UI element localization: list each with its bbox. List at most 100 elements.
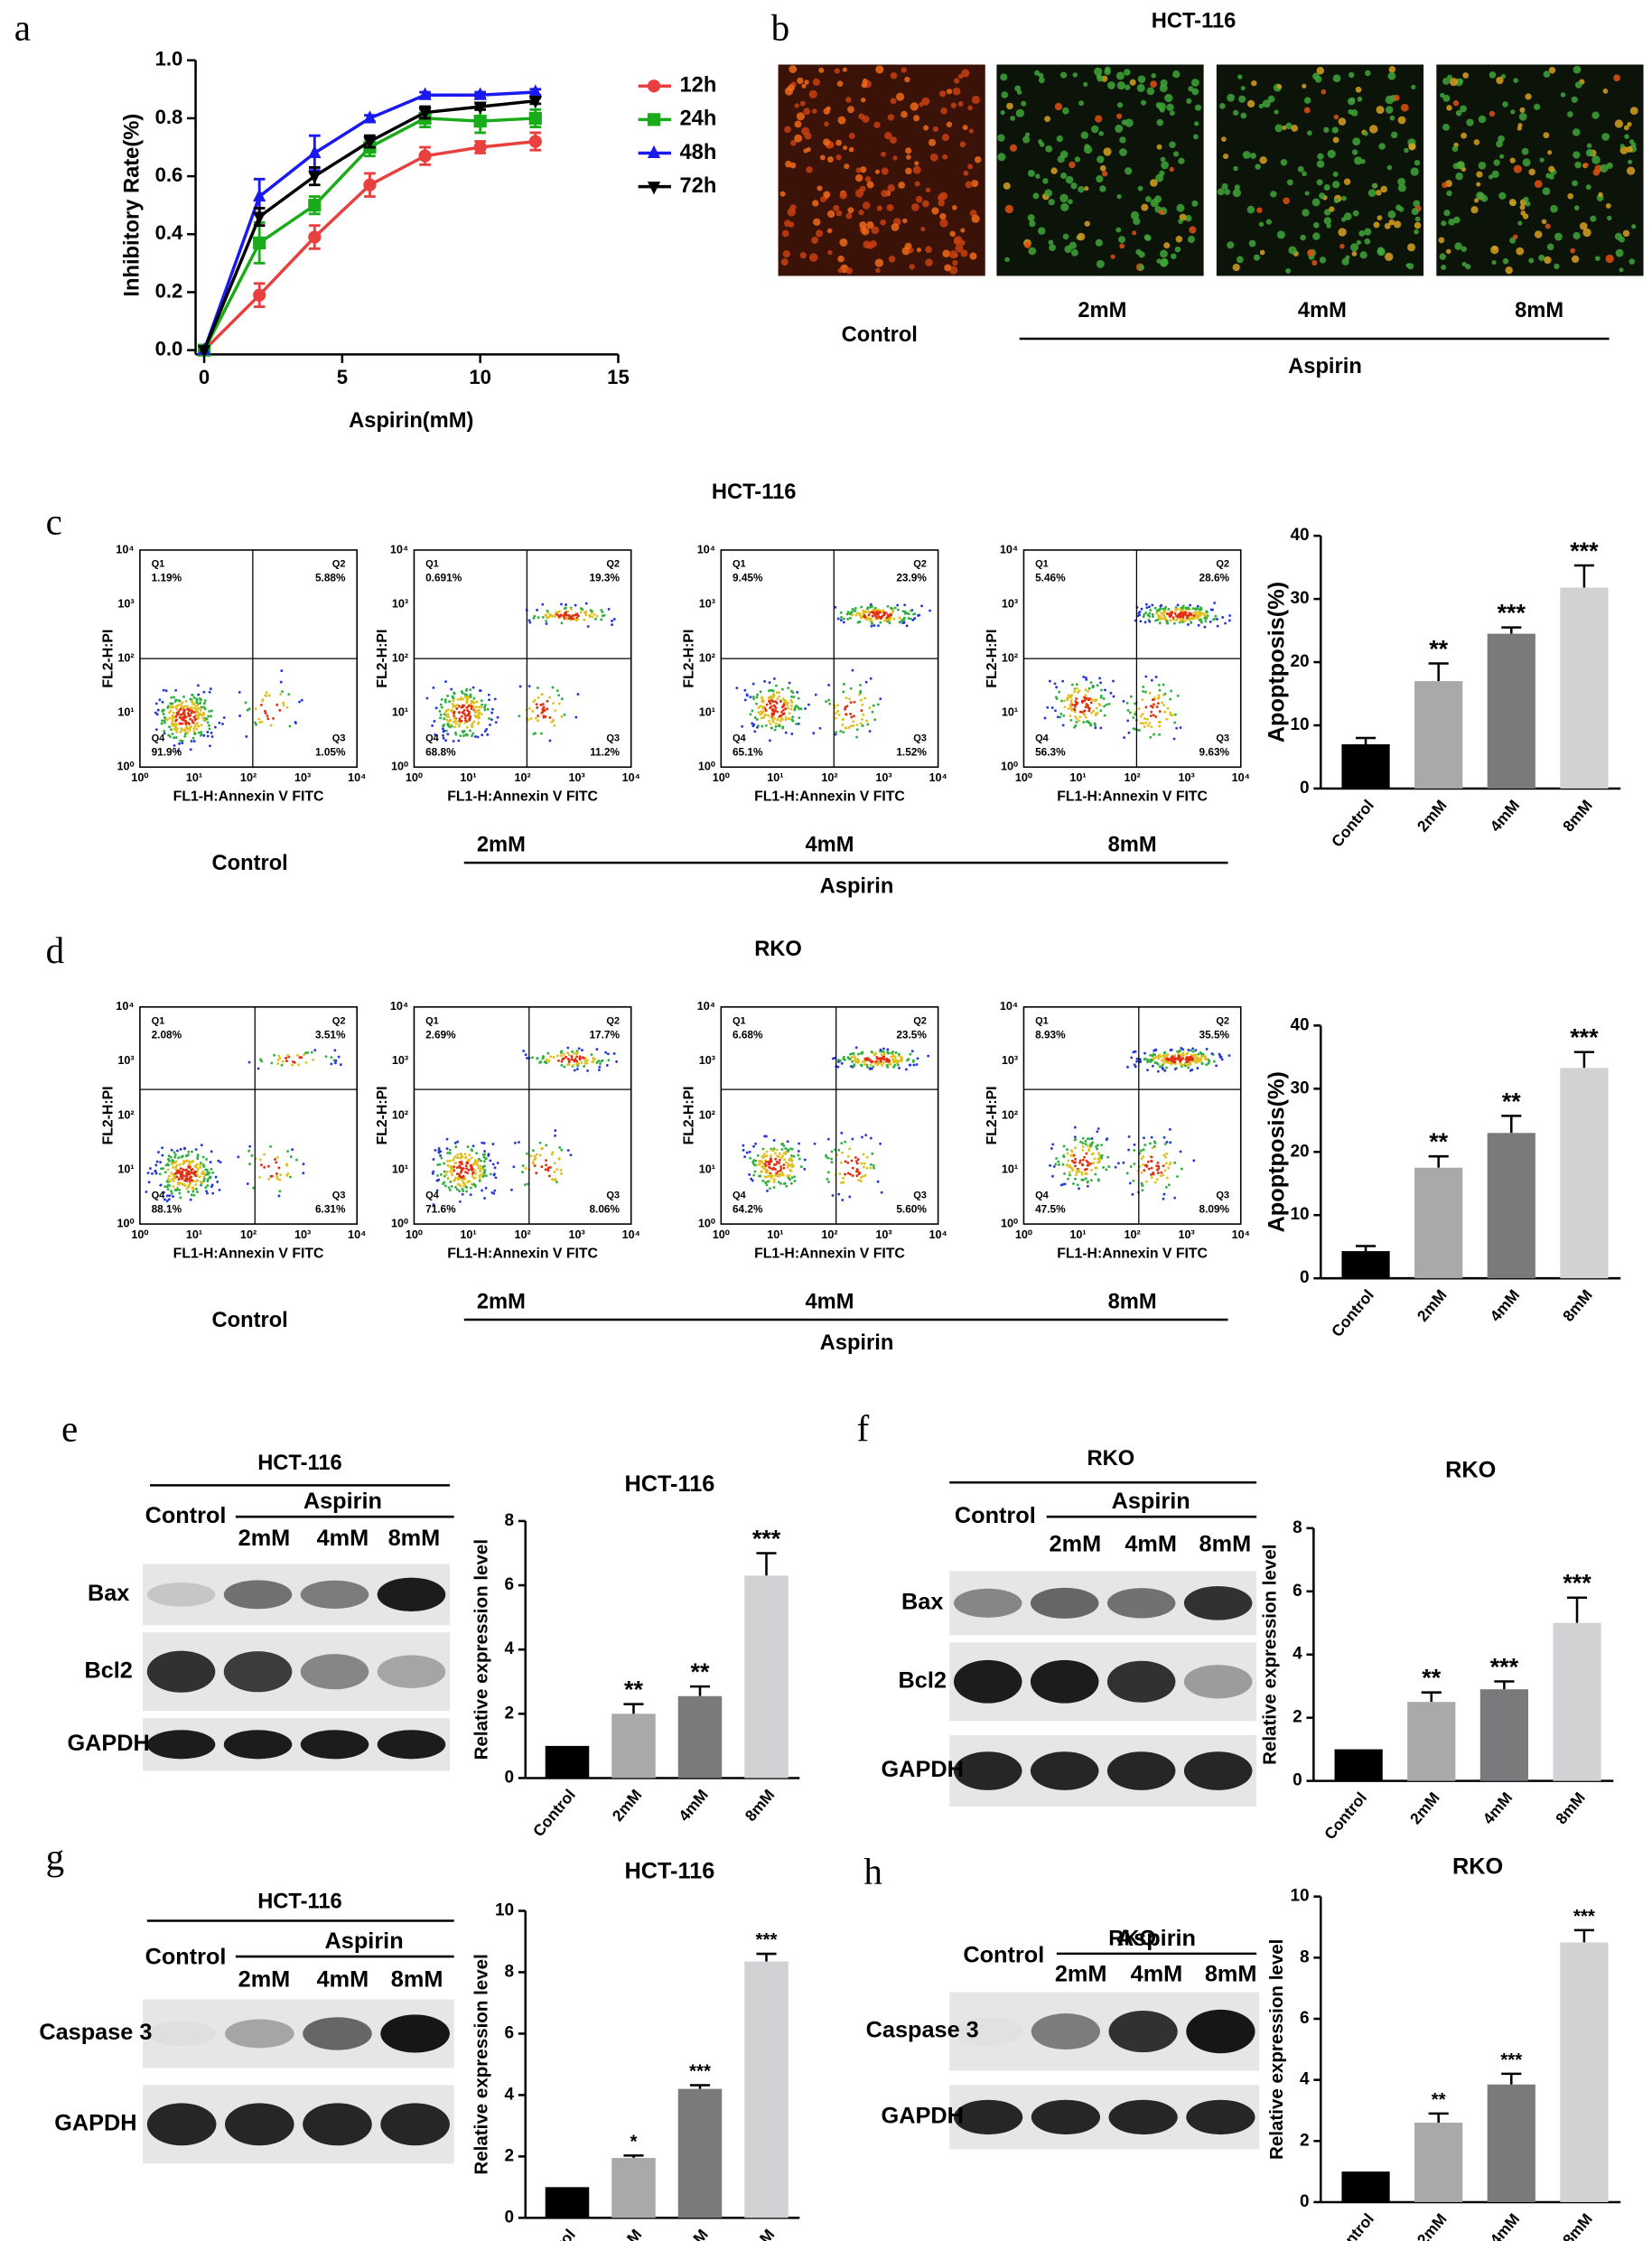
event — [446, 1163, 450, 1167]
event — [611, 623, 613, 627]
event — [1179, 611, 1182, 614]
event — [154, 711, 157, 714]
event — [280, 1063, 284, 1067]
cell — [1238, 95, 1246, 103]
event — [770, 726, 773, 730]
cell — [921, 97, 930, 106]
cell — [796, 112, 805, 121]
cell — [1458, 78, 1464, 84]
event — [174, 1189, 178, 1192]
cell — [948, 250, 957, 259]
event — [454, 720, 458, 723]
event — [1162, 1054, 1164, 1058]
cell — [925, 246, 932, 254]
event — [571, 1050, 574, 1053]
event — [275, 1177, 279, 1181]
cell — [860, 98, 866, 103]
y-tick-label: 0 — [1300, 1268, 1310, 1287]
cell — [1155, 102, 1162, 108]
event — [1156, 1161, 1160, 1164]
event — [1067, 1159, 1070, 1163]
event — [798, 716, 801, 720]
event — [1063, 1172, 1066, 1175]
event — [432, 1203, 435, 1207]
event — [1216, 618, 1218, 621]
event — [1171, 1060, 1174, 1062]
event — [1062, 714, 1066, 717]
event — [208, 690, 211, 694]
event — [1102, 1166, 1105, 1169]
event — [1138, 613, 1142, 617]
event — [162, 713, 165, 715]
event — [210, 1150, 213, 1153]
significance: *** — [1563, 1570, 1591, 1597]
marker — [473, 101, 487, 115]
event — [1203, 625, 1207, 629]
event — [543, 709, 546, 712]
event — [899, 616, 901, 620]
event — [477, 705, 481, 709]
event — [164, 717, 168, 721]
event — [279, 1173, 283, 1177]
bar — [1341, 743, 1390, 789]
event — [1155, 1178, 1159, 1181]
cell — [1465, 264, 1471, 270]
event — [845, 713, 848, 716]
event — [473, 1159, 477, 1162]
event — [553, 1170, 556, 1173]
event — [440, 1156, 443, 1160]
cell — [1178, 219, 1183, 224]
x-tick-label: 10² — [514, 1228, 530, 1241]
event — [199, 1163, 202, 1166]
event — [1056, 715, 1059, 719]
event — [1054, 709, 1057, 713]
event — [763, 1154, 767, 1158]
row-label: Bcl2 — [84, 1657, 132, 1683]
event — [171, 719, 174, 723]
event — [1203, 1055, 1207, 1059]
event — [170, 1190, 173, 1193]
event — [469, 1186, 472, 1190]
event — [174, 714, 178, 718]
event — [854, 1160, 858, 1163]
cell — [1387, 210, 1396, 219]
event — [889, 606, 892, 610]
event — [1156, 1172, 1160, 1174]
event — [838, 1172, 842, 1175]
cell — [1614, 119, 1623, 128]
event — [1059, 712, 1063, 715]
cell — [1348, 108, 1354, 115]
event — [1078, 710, 1082, 714]
cell — [1461, 261, 1467, 267]
event — [1195, 616, 1199, 620]
event — [769, 722, 772, 725]
event — [1054, 1163, 1058, 1166]
event — [547, 1174, 551, 1178]
event — [879, 621, 882, 624]
x-tick-label: 10³ — [569, 771, 585, 784]
quadrant-name: Q4 — [152, 733, 166, 744]
event — [1152, 1171, 1155, 1174]
event — [893, 1056, 897, 1059]
event — [842, 1176, 845, 1180]
event — [534, 716, 537, 720]
event — [576, 614, 580, 618]
cell — [824, 121, 829, 127]
event — [552, 1056, 555, 1059]
event — [773, 728, 777, 732]
cell — [1258, 103, 1264, 109]
event — [293, 1060, 296, 1064]
cell — [1038, 72, 1044, 79]
event — [1070, 707, 1073, 711]
event — [1133, 1149, 1136, 1152]
event — [1169, 1049, 1172, 1051]
event — [577, 1062, 581, 1066]
event — [853, 714, 855, 718]
event — [566, 610, 570, 613]
event — [1159, 1065, 1162, 1069]
cell — [1591, 155, 1601, 164]
event — [200, 705, 203, 709]
quadrant-name: Q1 — [733, 559, 746, 570]
event — [172, 1177, 174, 1181]
event — [1143, 612, 1146, 616]
